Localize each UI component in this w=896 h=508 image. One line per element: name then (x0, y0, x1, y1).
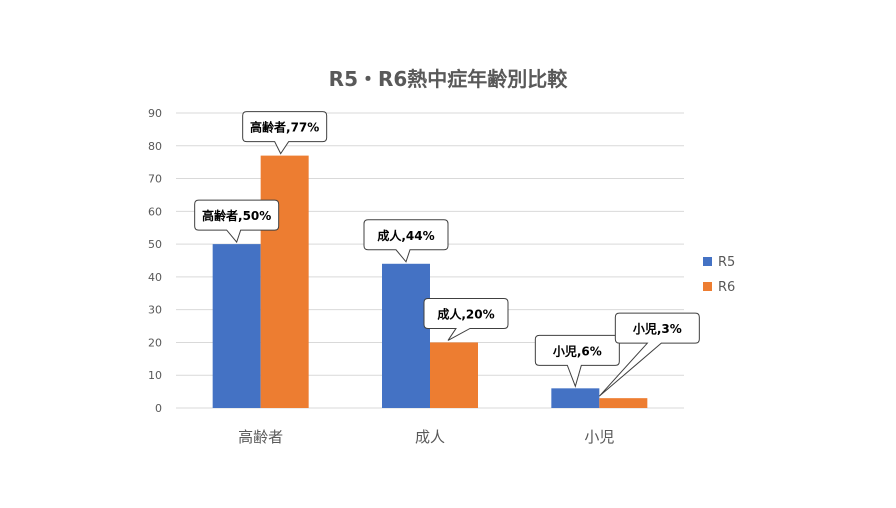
x-tick-label: 高齢者 (238, 428, 283, 446)
y-axis-ticks: 0 10 20 30 40 50 60 70 80 90 (148, 107, 162, 415)
bars (212, 155, 648, 408)
y-tick-label: 0 (155, 402, 162, 415)
data-label: 小児,6% (553, 343, 602, 358)
y-tick-label: 20 (148, 336, 162, 349)
bar-R5-2 (551, 388, 600, 408)
y-tick-label: 80 (148, 140, 162, 153)
callout-box (423, 297, 509, 341)
legend-label-R5: R5 (718, 255, 735, 270)
data-label: 高齢者,77% (250, 120, 319, 135)
y-tick-label: 30 (148, 304, 162, 317)
x-tick-label: 成人 (415, 428, 445, 446)
bar-R6-2 (599, 398, 648, 408)
chart-title: R5・R6熱中症年齢別比較 (329, 67, 569, 91)
y-tick-label: 50 (148, 238, 162, 251)
data-label: 成人,20% (437, 306, 494, 321)
legend-swatch-R6 (703, 282, 712, 291)
y-tick-label: 40 (148, 271, 162, 284)
callout-box (598, 312, 700, 397)
y-tick-label: 60 (148, 205, 162, 218)
legend: R5 R6 (703, 255, 735, 295)
data-label: 小児,3% (633, 321, 682, 336)
x-tick-label: 小児 (584, 428, 614, 446)
callout-box (363, 219, 449, 263)
data-label: 成人,44% (377, 228, 434, 243)
y-tick-label: 70 (148, 173, 162, 186)
bar-R6-1 (430, 342, 478, 408)
callout-box (194, 199, 280, 244)
x-axis-ticks: 高齢者 成人 小児 (238, 428, 614, 446)
legend-swatch-R5 (703, 257, 712, 266)
y-tick-label: 10 (148, 369, 162, 382)
legend-label-R6: R6 (718, 280, 735, 295)
data-label-callouts: 高齢者,50% 成人,44% 小児,6% 高齢者,77% 成人,20% 小児,3% (194, 111, 700, 397)
callout-box (534, 334, 620, 388)
bar-R5-0 (212, 244, 261, 408)
data-label: 高齢者,50% (202, 208, 271, 223)
callout-box (242, 111, 328, 155)
y-tick-label: 90 (148, 107, 162, 120)
bar-R5-1 (382, 263, 430, 408)
bar-R6-0 (260, 155, 309, 408)
